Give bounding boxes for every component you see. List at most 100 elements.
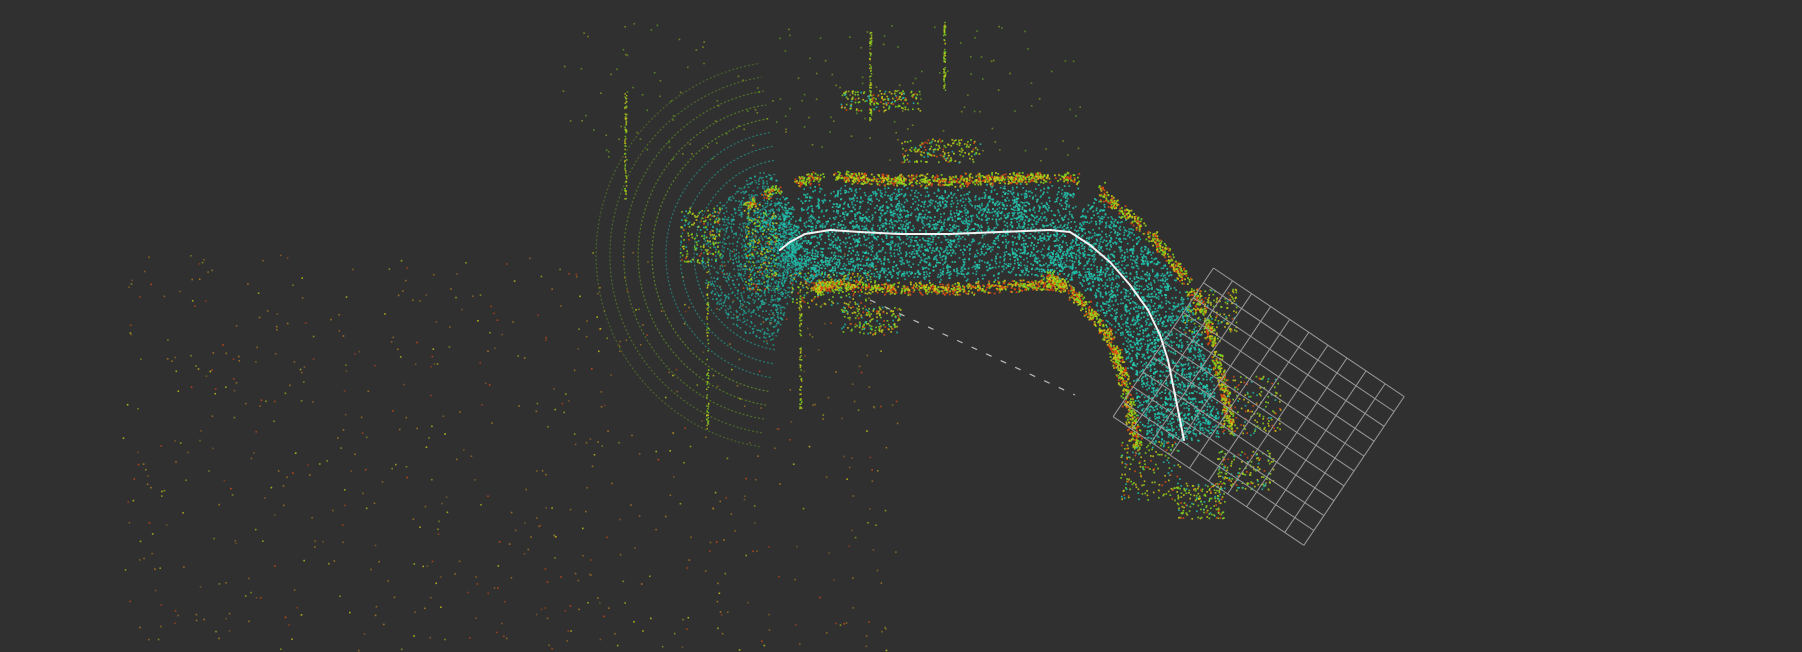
point bbox=[1165, 370, 1168, 372]
point bbox=[562, 90, 565, 92]
point bbox=[1013, 209, 1016, 212]
point bbox=[889, 245, 892, 248]
point bbox=[888, 222, 891, 225]
point bbox=[1057, 261, 1060, 264]
point bbox=[536, 402, 539, 405]
point bbox=[946, 219, 949, 221]
point bbox=[965, 217, 967, 220]
point bbox=[940, 274, 942, 277]
point bbox=[1173, 428, 1175, 431]
point bbox=[929, 237, 931, 240]
point bbox=[1071, 266, 1074, 268]
point bbox=[895, 196, 897, 198]
point bbox=[1099, 278, 1102, 280]
point bbox=[1084, 256, 1087, 259]
point bbox=[946, 246, 949, 249]
point bbox=[993, 203, 996, 205]
point bbox=[895, 231, 898, 233]
point bbox=[1069, 252, 1072, 255]
point bbox=[1159, 375, 1162, 377]
point bbox=[1094, 278, 1096, 281]
point bbox=[986, 217, 989, 220]
point bbox=[1148, 387, 1150, 390]
point bbox=[1183, 329, 1185, 331]
point bbox=[1078, 259, 1080, 262]
point bbox=[1113, 318, 1116, 320]
point bbox=[1107, 307, 1110, 309]
point bbox=[824, 59, 827, 62]
point bbox=[1144, 299, 1147, 302]
point bbox=[1119, 221, 1122, 224]
point bbox=[1113, 228, 1115, 231]
point bbox=[824, 199, 827, 202]
point bbox=[1116, 231, 1119, 234]
point bbox=[931, 140, 933, 142]
point bbox=[752, 550, 754, 553]
point bbox=[766, 340, 768, 342]
point bbox=[1125, 292, 1127, 295]
point bbox=[821, 304, 823, 306]
point bbox=[975, 223, 977, 226]
point bbox=[1061, 189, 1064, 191]
point bbox=[1175, 319, 1177, 321]
point bbox=[798, 219, 801, 222]
point bbox=[1177, 398, 1179, 401]
point bbox=[1159, 289, 1161, 291]
point bbox=[1152, 389, 1155, 392]
point bbox=[501, 622, 503, 625]
point bbox=[834, 195, 836, 198]
point bbox=[1162, 371, 1164, 373]
point bbox=[859, 218, 862, 221]
point bbox=[195, 619, 198, 622]
point bbox=[1068, 193, 1071, 196]
point bbox=[1007, 216, 1009, 219]
point bbox=[943, 221, 946, 224]
point bbox=[175, 370, 178, 373]
point bbox=[783, 223, 786, 226]
point bbox=[965, 208, 967, 211]
point bbox=[1037, 242, 1039, 244]
point bbox=[950, 205, 953, 208]
point bbox=[343, 390, 346, 392]
point bbox=[1141, 423, 1144, 426]
point bbox=[137, 451, 139, 454]
point bbox=[969, 253, 971, 255]
point bbox=[1130, 307, 1132, 310]
point bbox=[1147, 345, 1149, 348]
point bbox=[831, 206, 834, 208]
point bbox=[601, 445, 604, 447]
point bbox=[142, 463, 145, 465]
point bbox=[416, 427, 418, 430]
point bbox=[1088, 222, 1091, 224]
point bbox=[1036, 275, 1039, 277]
point bbox=[1129, 273, 1132, 275]
point bbox=[1059, 258, 1061, 261]
point bbox=[1190, 373, 1193, 375]
point bbox=[1154, 320, 1157, 322]
point bbox=[1186, 437, 1188, 440]
point bbox=[339, 595, 341, 598]
point bbox=[1163, 264, 1165, 267]
point bbox=[1036, 251, 1038, 253]
point bbox=[1023, 252, 1026, 255]
point bbox=[538, 525, 540, 528]
point bbox=[967, 211, 969, 214]
point bbox=[935, 254, 938, 257]
point bbox=[879, 271, 882, 273]
point bbox=[1118, 216, 1121, 218]
point bbox=[1109, 239, 1112, 242]
point bbox=[1154, 328, 1156, 331]
point bbox=[1092, 261, 1095, 263]
point bbox=[901, 231, 903, 234]
point bbox=[1112, 304, 1115, 306]
point bbox=[757, 87, 759, 89]
point bbox=[587, 602, 589, 604]
point bbox=[865, 259, 868, 261]
point bbox=[1188, 336, 1191, 339]
point bbox=[870, 272, 873, 275]
point bbox=[812, 258, 815, 260]
point bbox=[792, 244, 794, 246]
point bbox=[1012, 206, 1015, 209]
